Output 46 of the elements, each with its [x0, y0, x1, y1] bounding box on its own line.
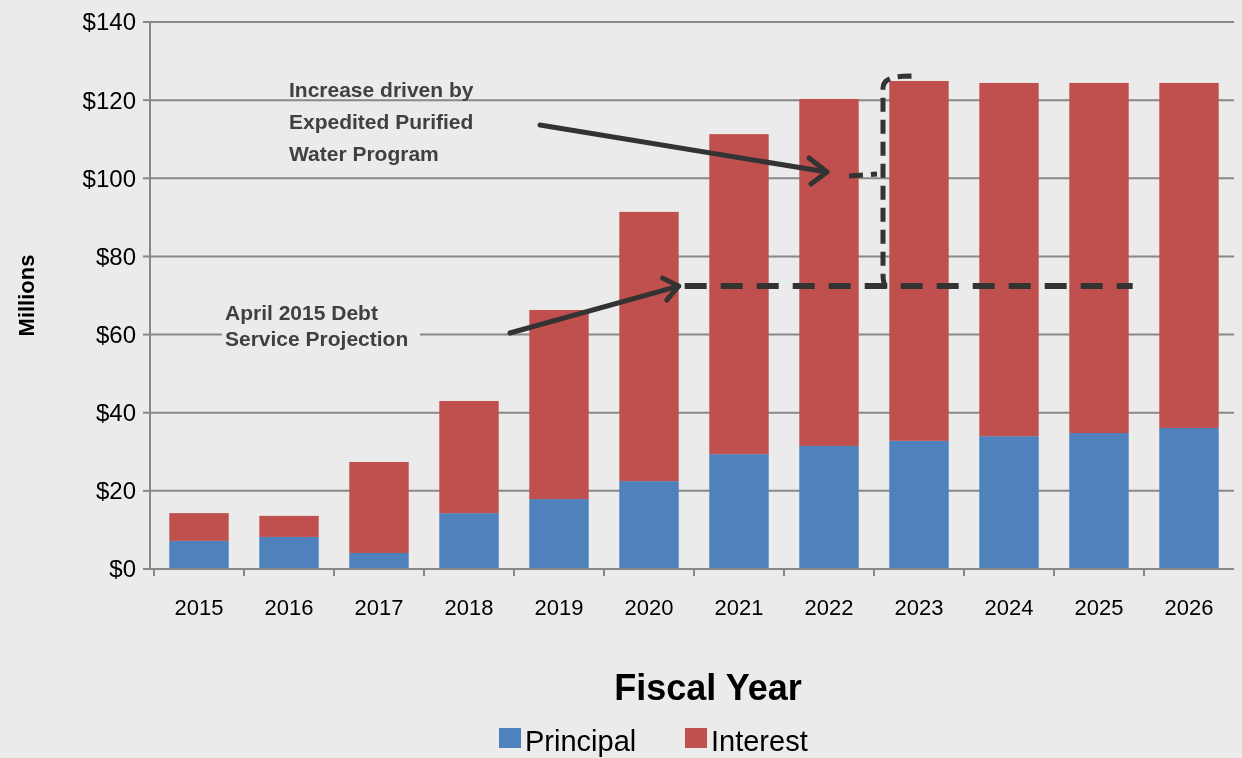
y-tick-label: $140: [82, 8, 136, 36]
legend-label: Principal: [525, 725, 637, 758]
bar: [169, 513, 229, 541]
x-tick-label: 2026: [1164, 595, 1214, 620]
x-tick-label: 2018: [444, 595, 494, 620]
x-tick-label: 2019: [534, 595, 584, 620]
bar: [349, 552, 409, 569]
y-tick-label: $0: [109, 555, 136, 583]
legend-label: Interest: [711, 725, 808, 758]
annotation: April 2015 Debt Service Projection: [225, 301, 409, 350]
x-tick-label: 2021: [714, 595, 764, 620]
bar: [709, 454, 769, 569]
x-tick-label: 2015: [174, 595, 224, 620]
x-axis-title: Fiscal Year: [614, 667, 802, 708]
bar: [529, 499, 589, 569]
bar: [259, 536, 319, 569]
bar: [619, 481, 679, 569]
bar: [1159, 82, 1219, 428]
bar: [1069, 433, 1129, 569]
y-tick-label: $80: [95, 242, 136, 270]
bar: [439, 513, 499, 569]
bar: [889, 440, 949, 569]
y-tick-label: $60: [95, 320, 136, 348]
x-tick-label: 2020: [624, 595, 674, 620]
y-tick-label: $20: [95, 477, 136, 505]
annotation: Increase driven by Expedited Purified Water Program: [289, 78, 474, 165]
x-tick-label: 2022: [804, 595, 854, 620]
x-tick-label: 2025: [1074, 595, 1124, 620]
bar: [439, 400, 499, 514]
bar: [979, 82, 1039, 437]
bar: [349, 461, 409, 553]
x-tick-label: 2023: [894, 595, 944, 620]
bar: [1069, 82, 1129, 434]
bar: [709, 134, 769, 455]
x-tick-label: 2016: [264, 595, 314, 620]
bar: [169, 540, 229, 569]
y-axis-title: Millions: [14, 254, 39, 337]
y-tick-label: $40: [95, 399, 136, 427]
x-tick-label: 2017: [354, 595, 404, 620]
y-tick-label: $100: [82, 164, 136, 192]
bar: [1159, 427, 1219, 569]
y-tick-label: $120: [82, 86, 136, 114]
x-tick-label: 2024: [984, 595, 1034, 620]
bar: [799, 445, 859, 569]
bar: [259, 515, 319, 537]
bar: [979, 436, 1039, 569]
